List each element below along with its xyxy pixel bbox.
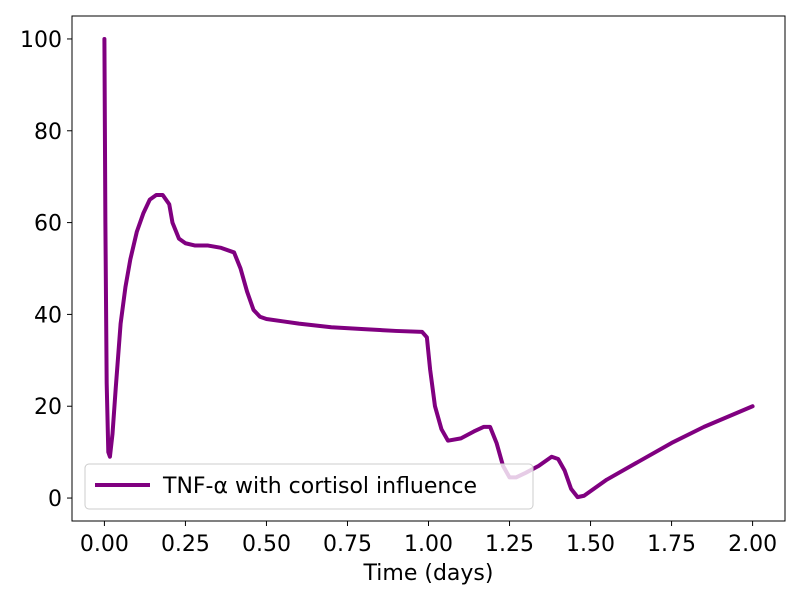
x-tick-label: 1.00 bbox=[404, 532, 453, 557]
lines-layer bbox=[102, 36, 755, 500]
legend: TNF-α with cortisol influence bbox=[84, 463, 534, 510]
legend-label: TNF-α with cortisol influence bbox=[162, 474, 477, 499]
x-axis-title: Time (days) bbox=[363, 561, 494, 586]
x-tick-label: 0.00 bbox=[80, 532, 129, 557]
y-tick-label: 40 bbox=[34, 303, 62, 328]
x-tick-label: 1.75 bbox=[647, 532, 696, 557]
y-tick-label: 20 bbox=[34, 395, 62, 420]
x-tick-label: 1.25 bbox=[485, 532, 534, 557]
x-tick-label: 0.75 bbox=[323, 532, 372, 557]
y-tick-label: 100 bbox=[20, 28, 62, 53]
ticks-layer: 0.00 0.25 0.50 0.75 1.00 1.25 1.50 1.75 2.00 0 20 4… bbox=[20, 28, 777, 557]
x-tick-label: 1.50 bbox=[566, 532, 615, 557]
y-tick-label: 60 bbox=[34, 212, 62, 237]
x-tick-label: 2.00 bbox=[728, 532, 777, 557]
x-tick-label: 0.25 bbox=[161, 532, 210, 557]
series-line bbox=[102, 36, 755, 500]
y-tick-label: 0 bbox=[48, 487, 62, 512]
legend-box bbox=[84, 463, 534, 510]
x-tick-label: 0.50 bbox=[242, 532, 291, 557]
plot-frame bbox=[71, 15, 786, 522]
y-tick-label: 80 bbox=[34, 120, 62, 145]
